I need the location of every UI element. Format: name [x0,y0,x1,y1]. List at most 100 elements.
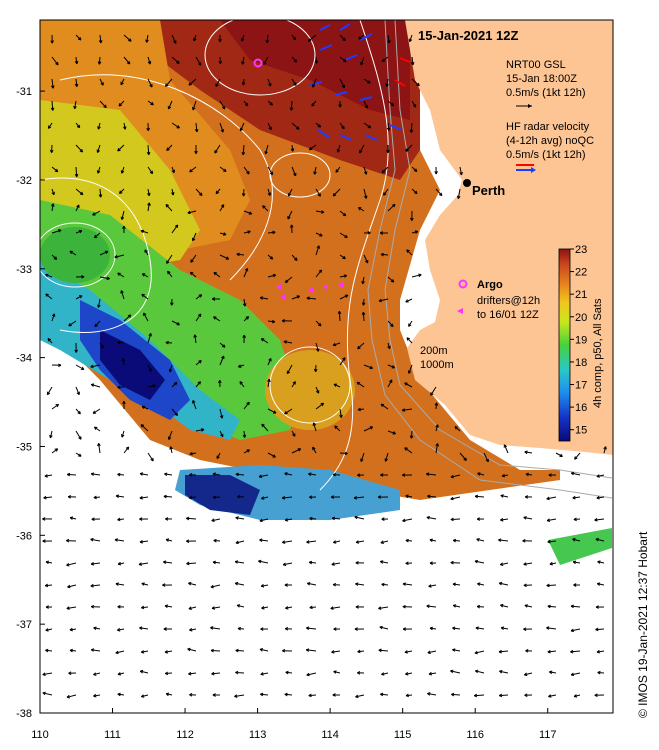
velocity-arrow-head [80,366,85,370]
velocity-arrow-head [284,626,289,631]
legend-radar-line1: HF radar velocity [506,121,590,133]
velocity-arrow-head [92,410,97,414]
velocity-arrow [386,78,389,87]
credit-text: © IMOS 19-Jan-2021 12:37 Hobart [636,531,650,718]
velocity-arrow [500,604,509,608]
colorbar-ticks: 15 16 17 18 19 20 21 22 23 [570,244,587,437]
velocity-arrow [186,517,197,520]
velocity-arrow [168,430,173,440]
perth-label: Perth [472,183,505,198]
velocity-arrow-head [259,518,263,523]
lon-tick-label: 111 [104,729,121,741]
velocity-arrow-head [241,193,246,197]
velocity-arrow [147,333,152,344]
velocity-arrow-head [308,146,313,151]
velocity-arrow [235,649,245,652]
velocity-arrow-head [139,539,143,544]
velocity-arrow-head [380,403,385,408]
velocity-arrow [406,249,413,256]
velocity-arrow-head [193,37,197,42]
velocity-arrow [363,426,373,432]
velocity-arrow [523,516,533,520]
velocity-arrow-head [66,538,70,543]
velocity-arrow-head [98,194,103,198]
velocity-arrow-head [312,422,317,426]
velocity-arrow-head [389,379,393,383]
velocity-arrow-head [49,149,54,153]
velocity-arrow-head [260,496,265,500]
velocity-arrow [483,452,489,462]
velocity-arrow-head [218,38,222,43]
velocity-arrow-head [546,626,550,630]
velocity-arrow [117,341,125,344]
legend-drifters-line1: drifters@12h [477,295,540,307]
velocity-arrow-head [387,40,391,44]
velocity-arrow-head [570,604,574,609]
velocity-arrow [308,34,317,42]
velocity-arrow [555,452,563,457]
velocity-arrow-head [308,472,312,476]
velocity-arrow-head [386,127,391,131]
hf-radar-vectors [309,23,411,141]
velocity-arrow-head [428,671,433,676]
velocity-arrow [572,496,581,499]
velocity-arrow-head [78,453,82,457]
velocity-arrow-head [570,628,575,633]
velocity-arrow [259,518,269,522]
velocity-arrow [451,693,461,696]
velocity-arrow [378,606,389,609]
velocity-arrow-head [165,517,169,521]
velocity-arrow-head [438,192,443,197]
velocity-arrow-head [332,540,337,544]
velocity-arrow [339,122,345,130]
velocity-arrow [99,250,109,256]
velocity-arrow-head [343,274,348,278]
velocity-arrow-head [381,517,385,521]
velocity-arrow [356,381,365,388]
velocity-arrow-head [331,650,335,654]
velocity-arrow-head [308,560,313,565]
velocity-arrow [308,473,317,476]
velocity-arrow [140,424,149,432]
velocity-arrow [147,202,150,212]
velocity-arrow-head [260,692,264,697]
velocity-arrow-head [139,517,143,521]
velocity-arrow-head [316,348,320,352]
velocity-arrow [427,650,437,654]
velocity-arrow-head [42,517,46,521]
velocity-arrow [235,561,245,564]
velocity-arrow-head [219,415,224,419]
velocity-arrow-head [260,584,265,588]
velocity-arrow-head [320,402,325,407]
velocity-arrow-head [405,299,409,303]
velocity-arrow-head [367,80,371,84]
velocity-arrow-head [186,539,190,543]
velocity-arrow-head [547,649,551,654]
velocity-arrow [243,188,245,197]
velocity-arrow-head [435,424,439,428]
velocity-arrow [430,386,437,396]
velocity-arrow-head [165,692,170,697]
velocity-arrow [141,650,149,653]
velocity-arrow-head [117,472,121,477]
velocity-arrow [99,188,102,198]
legend-isobath-200m: 200m [420,345,448,357]
velocity-arrow-head [572,560,577,565]
velocity-arrow [192,232,197,241]
velocity-arrow [243,166,250,175]
velocity-arrow-head [434,171,438,175]
velocity-arrow-head [385,83,389,87]
velocity-arrow-head [332,693,336,697]
velocity-arrow-head [263,61,267,65]
velocity-arrow-head [45,648,49,653]
velocity-arrow-head [435,443,439,447]
legend-radar-line2: (4-12h avg) noQC [506,135,594,147]
velocity-arrow-head [139,472,144,476]
velocity-arrow [261,423,269,432]
velocity-arrow [354,496,365,499]
velocity-arrow [97,298,101,308]
drifter-marker [323,284,328,290]
velocity-arrow [188,582,197,586]
velocity-arrow-head [359,149,363,154]
velocity-arrow [74,100,77,109]
